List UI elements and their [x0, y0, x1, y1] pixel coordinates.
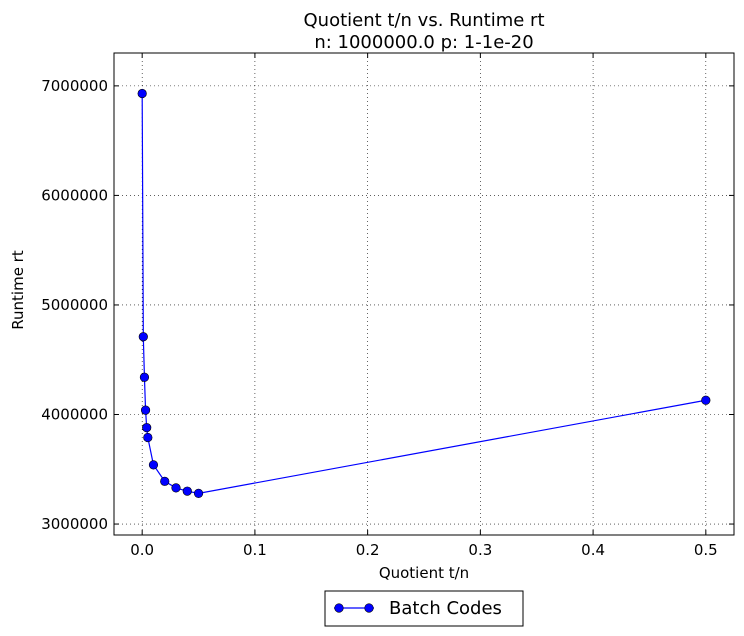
y-axis-label: Runtime rt: [9, 250, 27, 330]
ticks: 0.0 0.1 0.2 0.3 0.4 0.5 3000000 4000000 5000000 6…: [41, 53, 734, 559]
data-point: [148, 460, 159, 470]
data-point: [171, 483, 181, 493]
legend-marker: [364, 603, 374, 613]
series-layer: [137, 88, 711, 498]
chart-title: Quotient t/n vs. Runtime rt: [304, 10, 545, 31]
data-point: [193, 488, 204, 498]
data-point: [138, 332, 148, 342]
y-tick-label: 7000000: [41, 77, 108, 95]
plot-frame: [113, 52, 735, 536]
legend-marker: [334, 603, 344, 613]
series-line: [141, 93, 706, 494]
data-point: [143, 432, 153, 443]
y-tick-label: 5000000: [41, 296, 108, 314]
y-tick-label: 4000000: [41, 406, 108, 424]
x-tick-label: 0.0: [130, 541, 154, 559]
x-tick-label: 0.3: [468, 541, 492, 559]
y-tick-label: 6000000: [41, 186, 108, 204]
chart-subtitle: n: 1000000.0 p: 1-1e-20: [314, 32, 533, 53]
data-point: [140, 405, 151, 415]
data-point: [182, 486, 192, 496]
data-point: [137, 88, 147, 99]
x-tick-label: 0.1: [243, 541, 267, 559]
legend-label-batch-codes: Batch Codes: [389, 598, 502, 619]
grid: [114, 53, 734, 535]
data-point: [142, 423, 152, 433]
data-point: [160, 476, 170, 486]
x-tick-label: 0.5: [694, 541, 718, 559]
x-axis-label: Quotient t/n: [379, 564, 469, 582]
x-tick-label: 0.4: [581, 541, 605, 559]
legend: Batch Codes: [324, 590, 524, 627]
data-point: [701, 395, 711, 405]
data-point: [139, 372, 150, 382]
y-tick-label: 3000000: [41, 515, 108, 533]
x-tick-label: 0.2: [356, 541, 380, 559]
